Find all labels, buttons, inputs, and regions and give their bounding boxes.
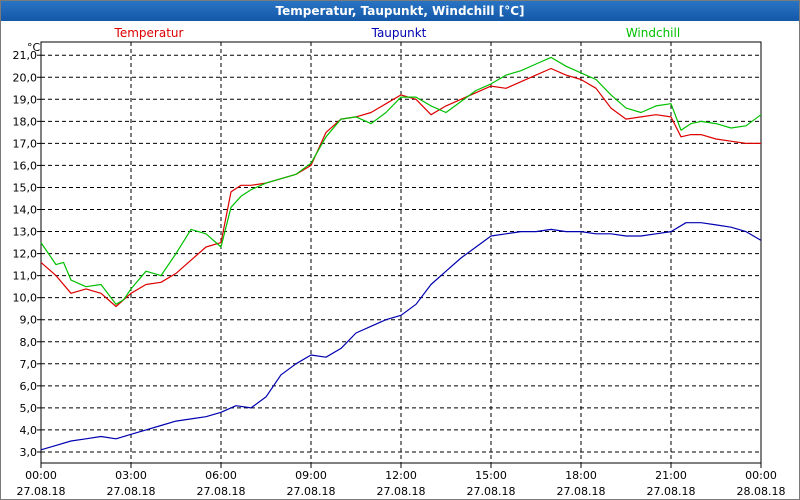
y-tick-label: 21,0	[13, 49, 38, 62]
y-tick-label: 4,0	[20, 424, 38, 437]
y-tick-label: 17,0	[13, 137, 38, 150]
y-tick-label: 10,0	[13, 292, 38, 305]
window-title: Temperatur, Taupunkt, Windchill [°C]	[1, 1, 799, 21]
y-axis-unit-label: °C	[27, 41, 41, 54]
y-tick-label: 9,0	[20, 314, 38, 327]
legend-label-taupunkt: Taupunkt	[371, 26, 427, 40]
series-line-temperatur	[40, 67, 761, 308]
y-tick-label: 14,0	[13, 204, 38, 217]
x-tick-time-label: 15:00	[475, 469, 507, 482]
line-chart: 3,0 4,0 5,0 6,0 7,0 8,0 9,0 10,0 11,0 12,0 13,0 14,…	[13, 26, 786, 498]
y-tick-label: 5,0	[20, 402, 38, 415]
legend-label-temperatur: Temperatur	[114, 26, 184, 40]
series-line-windchill	[40, 56, 762, 305]
x-tick-date-label: 28.08.18	[737, 485, 786, 498]
x-tick-time-label: 00:00	[25, 469, 57, 482]
x-tick-date-label: 27.08.18	[17, 485, 66, 498]
x-tick-date-label: 27.08.18	[647, 485, 696, 498]
x-tick-time-label: 12:00	[385, 469, 417, 482]
x-tick-date-label: 27.08.18	[287, 485, 336, 498]
legend-label-windchill: Windchill	[626, 26, 680, 40]
y-tick-label: 3,0	[20, 446, 38, 459]
y-tick-label: 11,0	[13, 270, 38, 283]
x-tick-date-label: 27.08.18	[107, 485, 156, 498]
y-tick-label: 6,0	[20, 380, 38, 393]
y-tick-label: 15,0	[13, 181, 38, 194]
y-tick-label: 8,0	[20, 336, 38, 349]
x-tick-time-label: 09:00	[295, 469, 327, 482]
y-tick-label: 20,0	[13, 71, 38, 84]
x-tick-date-label: 27.08.18	[377, 485, 426, 498]
x-tick-date-label: 27.08.18	[557, 485, 606, 498]
x-tick-time-label: 21:00	[655, 469, 687, 482]
y-tick-label: 13,0	[13, 226, 38, 239]
y-tick-label: 7,0	[20, 358, 38, 371]
x-tick-time-label: 06:00	[205, 469, 237, 482]
y-tick-label: 12,0	[13, 248, 38, 261]
x-tick-date-label: 27.08.18	[467, 485, 516, 498]
y-tick-label: 18,0	[13, 115, 38, 128]
plot-area-border	[40, 41, 762, 464]
y-tick-label: 19,0	[13, 93, 38, 106]
x-tick-time-label: 03:00	[115, 469, 147, 482]
series-line-taupunkt	[40, 222, 762, 451]
x-tick-date-label: 27.08.18	[197, 485, 246, 498]
y-tick-label: 16,0	[13, 159, 38, 172]
x-tick-time-label: 18:00	[565, 469, 597, 482]
x-tick-time-label: 00:00	[745, 469, 777, 482]
